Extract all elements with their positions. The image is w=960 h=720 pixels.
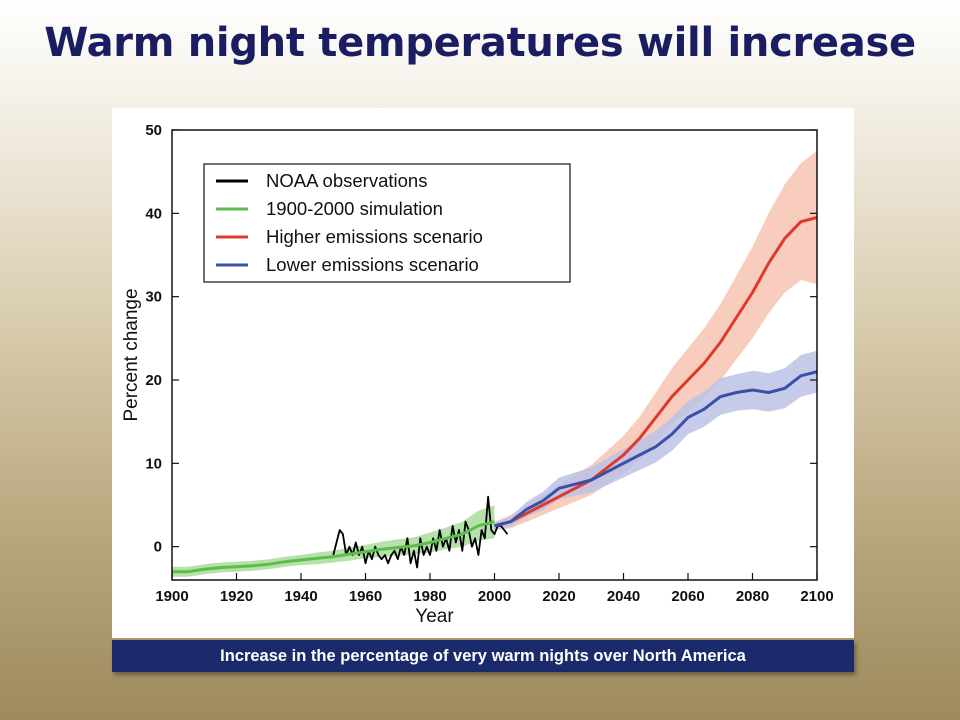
y-tick-label: 40 <box>145 205 162 222</box>
series-lines <box>172 216 818 574</box>
caption-bar: Increase in the percentage of very warm … <box>112 640 854 672</box>
x-tick-label: 2000 <box>478 588 511 605</box>
noaa-observations-line <box>332 495 509 569</box>
legend-box <box>203 163 571 283</box>
chart: 1900 1920 1940 1960 1980 2000 2020 2040 2060 2080… <box>121 122 834 627</box>
x-tick-label: 1940 <box>284 588 317 605</box>
x-tick-label: 1960 <box>349 588 382 605</box>
y-tick-label: 0 <box>154 539 162 556</box>
noaa-observations-legend-label: NOAA observations <box>266 170 427 191</box>
higher-emissions-scenario-legend-label: Higher emissions scenario <box>266 226 483 247</box>
x-axis-title: Year <box>415 606 454 627</box>
y-tick-label: 30 <box>145 289 162 306</box>
y-tick-label: 20 <box>145 372 162 389</box>
y-axis-title: Percent change <box>121 288 142 421</box>
x-tick-label: 2100 <box>800 588 833 605</box>
higher-emissions-scenario-band <box>494 150 817 531</box>
axis-ticks: 1900 1920 1940 1960 1980 2000 2020 2040 2060 2080… <box>145 122 833 605</box>
caption-text: Increase in the percentage of very warm … <box>220 646 746 665</box>
x-tick-label: 2040 <box>607 588 640 605</box>
1900-2000-simulation-legend-label: 1900-2000 simulation <box>266 198 443 219</box>
x-tick-label: 1900 <box>155 588 188 605</box>
x-tick-label: 2060 <box>671 588 704 605</box>
x-tick-label: 2080 <box>736 588 769 605</box>
1900-2000-simulation-line <box>172 520 495 574</box>
y-tick-label: 50 <box>145 122 162 139</box>
higher-emissions-scenario-line <box>494 216 818 528</box>
x-tick-label: 1920 <box>220 588 253 605</box>
y-tick-label: 10 <box>145 455 162 472</box>
x-tick-label: 2020 <box>542 588 575 605</box>
chart-panel: 1900 1920 1940 1960 1980 2000 2020 2040 2060 2080… <box>112 108 854 638</box>
slide-title: Warm night temperatures will increase <box>44 20 916 66</box>
x-tick-label: 1980 <box>413 588 446 605</box>
lower-emissions-scenario-line <box>494 370 818 528</box>
lower-emissions-scenario-legend-label: Lower emissions scenario <box>266 254 479 275</box>
legend: NOAA observations 1900-2000 simulation Hig… <box>203 163 571 283</box>
